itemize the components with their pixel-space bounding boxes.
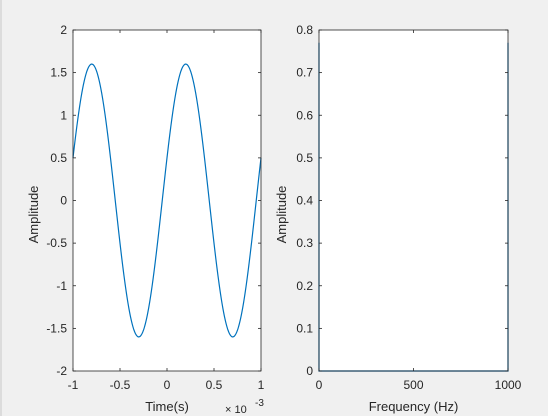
y-tick-label: -1.5 <box>46 321 67 335</box>
y-tick-label: 1 <box>60 108 67 122</box>
y-tick-label: 1.5 <box>50 66 67 80</box>
x-tick-label: 1000 <box>495 378 522 392</box>
y-tick-label: 0.8 <box>296 23 313 37</box>
x-axis-label: Time(s) <box>145 399 189 414</box>
y-axis-label: Amplitude <box>274 186 289 244</box>
y-tick-label: 0 <box>306 364 313 378</box>
x-axis-multiplier: × 10 <box>225 404 247 416</box>
y-tick-label: -2 <box>56 364 67 378</box>
x-tick-label: 0.5 <box>206 378 223 392</box>
y-tick-label: 0.6 <box>296 108 313 122</box>
plot-area-1 <box>73 30 261 371</box>
x-tick-label: 0 <box>164 378 171 392</box>
x-axis-multiplier-exponent: -3 <box>255 398 264 409</box>
y-tick-label: 0.3 <box>296 236 313 250</box>
x-tick-label: 1 <box>258 378 265 392</box>
x-axis-label: Frequency (Hz) <box>369 399 459 414</box>
y-tick-label: 0.1 <box>296 321 313 335</box>
y-axis-label: Amplitude <box>26 186 41 244</box>
y-tick-label: -0.5 <box>46 236 67 250</box>
series-line-1-1 <box>72 63 262 338</box>
y-tick-label: 0.4 <box>296 194 313 208</box>
figure-left-edge <box>0 0 2 416</box>
x-tick-label: -1 <box>68 378 79 392</box>
y-tick-label: 0.7 <box>296 66 313 80</box>
x-tick-label: 0 <box>316 378 323 392</box>
y-tick-label: 0.5 <box>296 151 313 165</box>
y-tick-label: 2 <box>60 23 67 37</box>
x-tick-label: -0.5 <box>110 378 131 392</box>
y-tick-label: 0.2 <box>296 279 313 293</box>
y-tick-label: 0 <box>60 194 67 208</box>
plot-area-2 <box>319 30 508 371</box>
y-tick-label: -1 <box>56 279 67 293</box>
y-tick-label: 0.5 <box>50 151 67 165</box>
x-tick-label: 500 <box>403 378 423 392</box>
